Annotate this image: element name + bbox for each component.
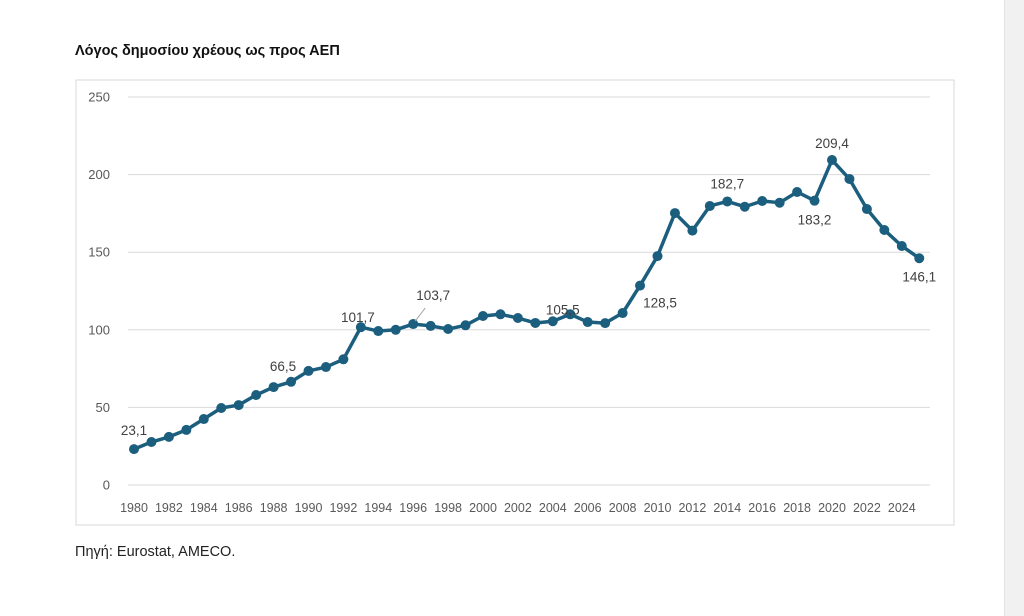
x-tick-label: 1998 bbox=[434, 501, 462, 515]
x-tick-label: 2012 bbox=[678, 501, 706, 515]
data-point bbox=[355, 322, 366, 333]
x-tick-label: 2020 bbox=[818, 501, 846, 515]
data-label: 66,5 bbox=[270, 359, 296, 374]
x-tick-label: 1986 bbox=[225, 501, 253, 515]
data-point bbox=[792, 186, 803, 197]
data-point bbox=[495, 309, 506, 320]
data-point bbox=[425, 320, 436, 331]
x-tick-label: 2004 bbox=[539, 501, 567, 515]
data-label: 128,5 bbox=[643, 296, 677, 311]
data-point bbox=[704, 200, 715, 211]
x-tick-label: 2000 bbox=[469, 501, 497, 515]
data-label: 146,1 bbox=[902, 269, 936, 284]
data-point bbox=[844, 173, 855, 184]
data-point bbox=[774, 197, 785, 208]
data-point bbox=[547, 316, 558, 327]
y-tick-label: 200 bbox=[88, 167, 110, 182]
data-point bbox=[565, 309, 576, 320]
data-point bbox=[129, 444, 139, 455]
x-tick-label: 2016 bbox=[748, 501, 776, 515]
data-point bbox=[146, 437, 157, 448]
data-label: 105,5 bbox=[546, 302, 580, 317]
series-line bbox=[133, 158, 921, 451]
data-point bbox=[181, 424, 192, 435]
data-point bbox=[722, 196, 733, 207]
data-label: 183,2 bbox=[798, 213, 832, 228]
data-point bbox=[286, 376, 297, 387]
data-point bbox=[530, 317, 541, 328]
data-point bbox=[303, 365, 314, 376]
y-tick-label: 250 bbox=[88, 90, 110, 105]
data-point bbox=[879, 225, 890, 236]
x-tick-label: 2006 bbox=[574, 501, 602, 515]
y-tick-label: 0 bbox=[103, 478, 110, 493]
data-label: 101,7 bbox=[341, 310, 375, 325]
data-point bbox=[443, 324, 454, 335]
x-tick-label: 2024 bbox=[888, 501, 916, 515]
x-tick-label: 1988 bbox=[260, 501, 288, 515]
chart-frame bbox=[75, 79, 955, 526]
data-point bbox=[408, 319, 419, 330]
x-tick-label: 2018 bbox=[783, 501, 811, 515]
y-tick-label: 100 bbox=[88, 322, 110, 337]
data-point bbox=[687, 225, 698, 236]
data-point bbox=[669, 208, 680, 219]
chart-source: Πηγή: Eurostat, AMECO. bbox=[75, 544, 236, 560]
data-point bbox=[478, 310, 488, 321]
x-tick-label: 1990 bbox=[295, 501, 323, 515]
x-tick-label: 1980 bbox=[120, 501, 148, 515]
data-point bbox=[512, 313, 523, 324]
x-tick-label: 1994 bbox=[364, 501, 392, 515]
y-tick-label: 150 bbox=[88, 245, 110, 260]
x-tick-label: 2002 bbox=[504, 501, 532, 515]
x-tick-label: 1982 bbox=[155, 501, 183, 515]
data-point bbox=[338, 354, 349, 365]
data-point bbox=[582, 317, 593, 328]
data-point bbox=[914, 253, 925, 264]
x-tick-label: 2008 bbox=[609, 501, 637, 515]
data-point bbox=[600, 318, 611, 329]
data-point bbox=[635, 280, 646, 291]
y-tick-label: 50 bbox=[96, 400, 110, 415]
data-point bbox=[268, 382, 279, 393]
data-label: 209,4 bbox=[815, 136, 849, 151]
x-tick-label: 2010 bbox=[644, 501, 672, 515]
data-point bbox=[233, 400, 244, 411]
data-point bbox=[251, 389, 262, 400]
data-point bbox=[216, 403, 227, 414]
data-point bbox=[827, 155, 837, 166]
data-point bbox=[163, 431, 174, 442]
data-label: 103,7 bbox=[416, 288, 450, 303]
data-point bbox=[652, 251, 663, 262]
x-tick-label: 1992 bbox=[329, 501, 357, 515]
x-tick-label: 2014 bbox=[713, 501, 741, 515]
data-point bbox=[198, 414, 209, 425]
x-tick-label: 2022 bbox=[853, 501, 881, 515]
page-edge bbox=[1004, 0, 1024, 616]
data-label: 182,7 bbox=[710, 176, 744, 191]
x-tick-label: 1996 bbox=[399, 501, 427, 515]
data-point bbox=[809, 195, 820, 206]
data-point bbox=[373, 326, 384, 337]
data-point bbox=[617, 308, 628, 319]
data-point bbox=[739, 201, 750, 212]
data-point bbox=[757, 195, 768, 206]
data-label: 23,1 bbox=[121, 423, 147, 438]
data-point bbox=[390, 324, 401, 335]
x-tick-label: 1984 bbox=[190, 501, 218, 515]
data-point bbox=[320, 362, 331, 373]
chart-title: Λόγος δημοσίου χρέους ως προς ΑΕΠ bbox=[75, 43, 340, 59]
data-point bbox=[861, 204, 872, 215]
data-point bbox=[896, 240, 907, 251]
leader-line bbox=[414, 307, 426, 322]
data-point bbox=[460, 320, 471, 331]
